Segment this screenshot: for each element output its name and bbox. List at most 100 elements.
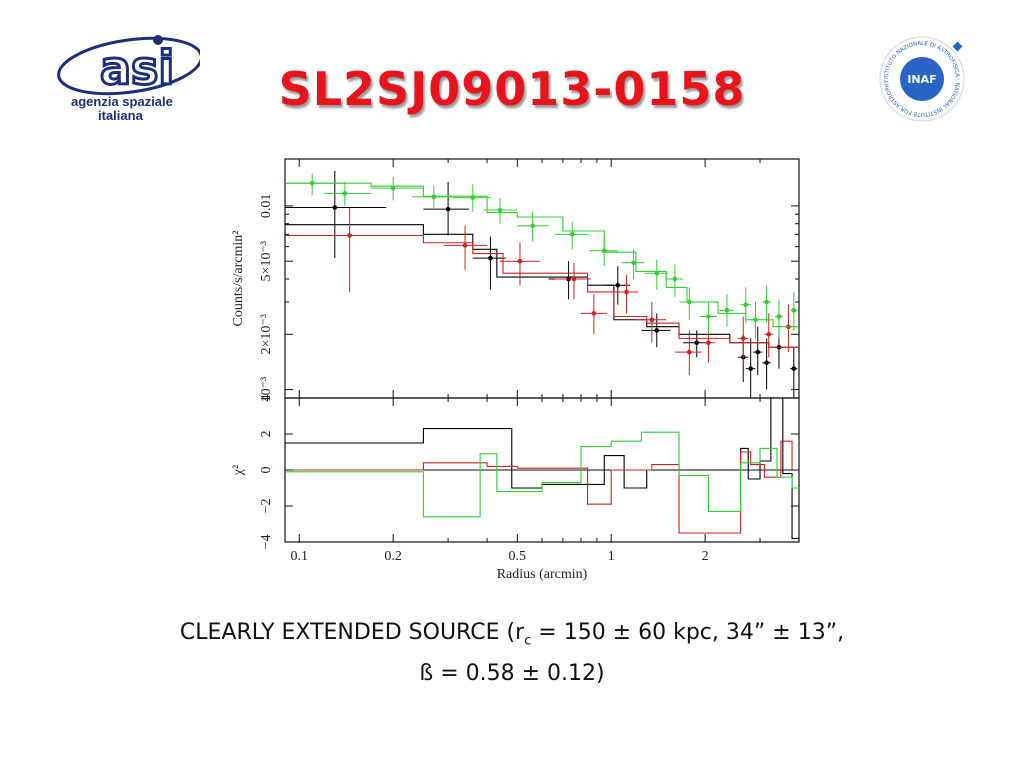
data-point-black bbox=[762, 338, 771, 390]
data-point-red bbox=[738, 316, 749, 363]
data-point-black bbox=[753, 326, 763, 376]
data-marker bbox=[332, 205, 338, 210]
data-marker bbox=[309, 180, 315, 186]
chart-figure: 10⁻³ 2×10⁻³ 5×10⁻³ 0.01 −4 −2 0 2 4 0.1 0.2 0.5 1 2… bbox=[222, 150, 812, 590]
data-point-red bbox=[443, 225, 488, 270]
data-marker bbox=[672, 276, 678, 282]
data-marker bbox=[530, 223, 535, 229]
residual-line-green bbox=[285, 431, 799, 518]
data-marker bbox=[755, 349, 761, 355]
data-marker bbox=[342, 191, 348, 196]
data-point-green bbox=[483, 198, 518, 224]
data-marker bbox=[753, 317, 758, 323]
data-marker bbox=[569, 232, 575, 237]
data-marker bbox=[791, 366, 797, 371]
slide-title: SL2SJ09013-0158 bbox=[278, 62, 746, 116]
top-y-tick-label: 5×10⁻³ bbox=[259, 241, 274, 281]
data-marker bbox=[431, 194, 437, 200]
data-point-green bbox=[644, 259, 668, 290]
model-line-black bbox=[285, 224, 799, 348]
data-marker bbox=[764, 299, 769, 305]
data-point-black bbox=[604, 266, 631, 305]
asi-text-line1: agenzia spaziale bbox=[71, 94, 173, 109]
asi-text-line2: italiana bbox=[98, 108, 143, 123]
data-marker bbox=[743, 302, 749, 307]
data-point-black bbox=[641, 313, 671, 348]
top-panel-frame bbox=[284, 158, 800, 399]
top-y-axis-label: Counts/s/arcmin² bbox=[231, 231, 246, 327]
data-point-green bbox=[666, 264, 684, 297]
data-marker bbox=[470, 195, 476, 200]
data-point-black bbox=[285, 170, 387, 259]
inaf-diamond-icon bbox=[952, 41, 963, 52]
data-marker bbox=[740, 336, 746, 341]
inaf-logo: ISTITUTO NAZIONALE DI ASTROFISICA · NATI… bbox=[876, 33, 965, 122]
data-point-green bbox=[412, 185, 453, 210]
inaf-text: INAF bbox=[907, 73, 936, 86]
caption-line-2: ß = 0.58 ± 0.12) bbox=[419, 661, 605, 687]
caption: CLEARLY EXTENDED SOURCE (rc = 150 ± 60 k… bbox=[0, 616, 1024, 690]
data-marker bbox=[624, 289, 629, 295]
data-marker bbox=[488, 255, 493, 261]
data-marker bbox=[631, 260, 636, 266]
data-point-green bbox=[589, 236, 618, 267]
data-marker bbox=[390, 185, 396, 191]
data-point-red bbox=[554, 262, 591, 300]
x-tick-label: 0.1 bbox=[291, 549, 309, 564]
data-point-green bbox=[323, 181, 372, 206]
data-marker bbox=[445, 206, 451, 212]
x-tick-label: 0.2 bbox=[384, 549, 402, 564]
model-line-green bbox=[285, 182, 799, 328]
residual-line-black bbox=[285, 398, 799, 539]
data-marker bbox=[571, 276, 577, 282]
data-marker bbox=[791, 308, 797, 313]
data-point-green bbox=[750, 301, 761, 339]
bottom-y-tick-label: 4 bbox=[259, 395, 274, 402]
data-point-red bbox=[784, 304, 793, 353]
data-marker bbox=[706, 314, 711, 319]
data-point-black bbox=[548, 261, 586, 300]
x-tick-label: 1 bbox=[608, 549, 615, 564]
top-panel: 10⁻³ 2×10⁻³ 5×10⁻³ 0.01 bbox=[259, 158, 800, 402]
bottom-y-tick-label: −4 bbox=[259, 535, 274, 550]
data-point-green bbox=[285, 173, 345, 196]
data-point-green bbox=[621, 249, 645, 279]
data-point-red bbox=[580, 294, 608, 335]
data-marker bbox=[724, 308, 730, 313]
x-tick-label: 0.5 bbox=[509, 549, 526, 564]
data-marker bbox=[748, 366, 753, 371]
data-marker bbox=[649, 317, 655, 323]
data-marker bbox=[654, 270, 660, 276]
data-marker bbox=[687, 349, 692, 355]
data-point-green bbox=[762, 285, 771, 324]
data-point-green bbox=[699, 301, 717, 335]
data-marker bbox=[706, 340, 711, 346]
bottom-y-axis-label: χ² bbox=[231, 465, 246, 476]
data-marker bbox=[766, 331, 772, 337]
data-point-black bbox=[790, 347, 798, 398]
caption-line-1-end: = 150 ± 60 kpc, 34” ± 13”, bbox=[531, 620, 845, 645]
data-point-red bbox=[674, 330, 702, 376]
data-point-red bbox=[764, 313, 773, 358]
top-panel-plot-area bbox=[285, 170, 799, 398]
top-y-tick-label: 0.01 bbox=[259, 194, 274, 219]
bottom-y-tick-label: 0 bbox=[259, 467, 274, 474]
data-marker bbox=[764, 360, 769, 366]
x-axis: 0.1 0.2 0.5 1 2 bbox=[291, 159, 761, 564]
chart-svg: 10⁻³ 2×10⁻³ 5×10⁻³ 0.01 −4 −2 0 2 4 0.1 0.2 0.5 1 2… bbox=[231, 158, 800, 582]
data-marker bbox=[462, 243, 468, 248]
data-marker bbox=[591, 311, 597, 316]
bottom-panel: −4 −2 0 2 4 bbox=[259, 395, 800, 550]
bottom-y-tick-label: −2 bbox=[259, 499, 274, 514]
data-point-black bbox=[472, 236, 507, 290]
bottom-y-tick-label: 2 bbox=[259, 431, 274, 438]
x-axis-label: Radius (arcmin) bbox=[497, 567, 588, 582]
data-marker bbox=[517, 258, 523, 264]
top-y-tick-label: 2×10⁻³ bbox=[259, 314, 274, 354]
data-point-green bbox=[554, 221, 588, 250]
data-point-black bbox=[423, 181, 469, 236]
data-marker bbox=[615, 282, 621, 288]
bottom-panel-plot-area bbox=[285, 398, 799, 539]
data-point-green bbox=[740, 287, 751, 324]
data-point-red bbox=[635, 301, 667, 343]
